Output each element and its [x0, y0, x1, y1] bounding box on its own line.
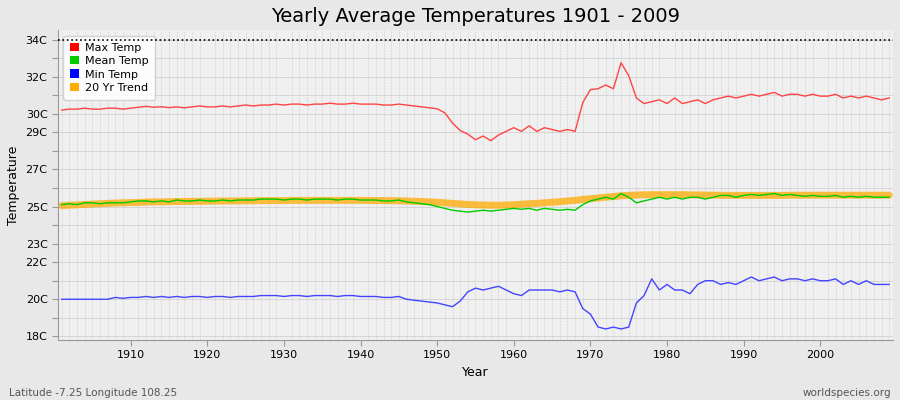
- Text: worldspecies.org: worldspecies.org: [803, 388, 891, 398]
- Text: Latitude -7.25 Longitude 108.25: Latitude -7.25 Longitude 108.25: [9, 388, 177, 398]
- Y-axis label: Temperature: Temperature: [7, 146, 20, 225]
- X-axis label: Year: Year: [463, 366, 489, 379]
- Title: Yearly Average Temperatures 1901 - 2009: Yearly Average Temperatures 1901 - 2009: [271, 7, 680, 26]
- Legend: Max Temp, Mean Temp, Min Temp, 20 Yr Trend: Max Temp, Mean Temp, Min Temp, 20 Yr Tre…: [64, 36, 155, 100]
